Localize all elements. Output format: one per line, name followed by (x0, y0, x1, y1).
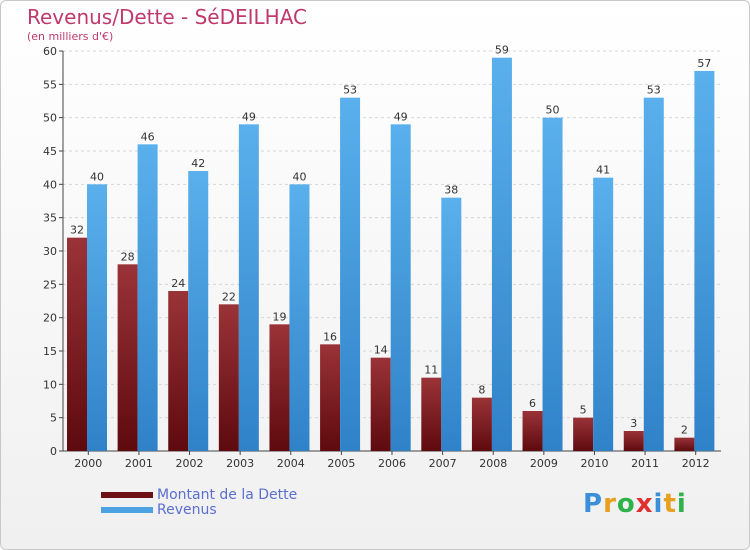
data-label-debt-2010: 5 (580, 404, 587, 417)
data-label-debt-2008: 8 (478, 384, 485, 397)
x-tick-label-2010: 2010 (580, 457, 608, 470)
data-label-debt-2005: 16 (323, 330, 337, 343)
data-label-debt-2007: 11 (424, 364, 438, 377)
bar-revenue-2011 (643, 97, 664, 452)
y-tick-label: 15 (43, 345, 57, 358)
data-label-debt-2011: 3 (630, 417, 637, 430)
legend-label-revenue: Revenus (157, 501, 217, 518)
legend-item-debt: Montant de la Dette (101, 486, 298, 503)
logo-letter: o (616, 489, 636, 519)
x-tick-label-2004: 2004 (277, 457, 305, 470)
data-label-revenue-2005: 53 (343, 84, 357, 97)
data-label-debt-2001: 28 (121, 250, 135, 263)
bar-revenue-2003 (238, 124, 259, 451)
x-tick-label-2005: 2005 (327, 457, 355, 470)
data-label-revenue-2011: 53 (647, 84, 661, 97)
bar-revenue-2007 (441, 197, 462, 451)
y-tick-label: 60 (43, 45, 57, 58)
bar-revenue-2012 (694, 71, 715, 451)
logo-letter: P (583, 489, 604, 519)
x-tick-label-2012: 2012 (682, 457, 710, 470)
data-label-debt-2000: 32 (70, 224, 84, 237)
logo-letter: x (635, 489, 654, 519)
x-tick-label-2011: 2011 (631, 457, 659, 470)
y-tick-label: 55 (43, 78, 57, 91)
data-label-revenue-2003: 49 (242, 110, 256, 123)
bar-revenue-2005 (340, 97, 361, 452)
legend-item-revenue: Revenus (101, 501, 297, 518)
proxiti-logo: Proxiti (583, 489, 687, 519)
data-label-revenue-2008: 59 (495, 44, 509, 57)
y-tick-label: 30 (43, 245, 57, 258)
bar-debt-2002 (168, 291, 189, 451)
bar-revenue-2001 (137, 144, 158, 452)
bar-revenue-2009 (542, 117, 563, 452)
x-tick-label-2007: 2007 (429, 457, 457, 470)
chart-subtitle: (en milliers d'€) (27, 30, 114, 43)
data-label-revenue-2001: 46 (141, 130, 155, 143)
data-label-revenue-2007: 38 (444, 184, 458, 197)
logo-letter: r (603, 489, 617, 519)
data-label-debt-2012: 2 (681, 424, 688, 437)
bar-revenue-2006 (390, 124, 411, 451)
x-tick-label-2001: 2001 (125, 457, 153, 470)
y-tick-label: 45 (43, 145, 57, 158)
data-label-debt-2002: 24 (171, 277, 185, 290)
chart-title: Revenus/Dette - SéDEILHAC (27, 5, 307, 29)
bar-revenue-2004 (289, 184, 310, 452)
bar-revenue-2002 (188, 171, 209, 451)
x-tick-label-2000: 2000 (74, 457, 102, 470)
legend-swatch-debt (101, 491, 153, 498)
data-label-revenue-2002: 42 (191, 157, 205, 170)
bar-debt-2005 (320, 344, 341, 451)
data-label-revenue-2009: 50 (546, 104, 560, 117)
y-tick-label: 5 (50, 412, 57, 425)
bar-revenue-2010 (593, 177, 614, 451)
data-label-revenue-2012: 57 (697, 57, 711, 70)
bar-revenue-2008 (491, 57, 512, 452)
data-label-debt-2004: 19 (272, 310, 286, 323)
y-tick-label: 25 (43, 278, 57, 291)
bar-debt-2006 (370, 357, 391, 451)
logo-letter: t (663, 489, 677, 519)
data-label-revenue-2006: 49 (394, 110, 408, 123)
logo-letter: i (676, 489, 687, 519)
logo-letter: i (653, 489, 664, 519)
bar-debt-2000 (67, 237, 87, 451)
bar-debt-2009 (522, 411, 543, 451)
bar-debt-2010 (573, 417, 594, 451)
y-tick-label: 10 (43, 378, 57, 391)
x-tick-label-2002: 2002 (176, 457, 204, 470)
data-label-debt-2003: 22 (222, 290, 236, 303)
bar-debt-2001 (117, 264, 138, 451)
legend-swatch-revenue (101, 506, 153, 513)
legend-label-debt: Montant de la Dette (157, 486, 298, 503)
y-tick-label: 50 (43, 112, 57, 125)
y-tick-label: 0 (50, 445, 57, 458)
bar-debt-2004 (269, 324, 290, 451)
bar-revenue-2000 (87, 184, 107, 452)
data-label-revenue-2010: 41 (596, 164, 610, 177)
bar-debt-2003 (218, 304, 239, 451)
x-tick-label-2008: 2008 (479, 457, 507, 470)
y-tick-label: 20 (43, 312, 57, 325)
bar-debt-2011 (623, 431, 644, 451)
x-tick-label-2006: 2006 (378, 457, 406, 470)
bar-debt-2008 (471, 397, 492, 451)
y-tick-label: 35 (43, 212, 57, 225)
data-label-revenue-2004: 40 (292, 170, 306, 183)
chart-legend: Montant de la Dette Revenus (101, 486, 298, 518)
x-tick-label-2003: 2003 (226, 457, 254, 470)
bar-debt-2012 (674, 437, 695, 451)
data-label-debt-2009: 6 (529, 397, 536, 410)
x-tick-label-2009: 2009 (530, 457, 558, 470)
y-tick-label: 40 (43, 178, 57, 191)
data-label-debt-2006: 14 (374, 344, 388, 357)
bar-debt-2007 (421, 377, 442, 451)
data-label-revenue-2000: 40 (90, 170, 104, 183)
